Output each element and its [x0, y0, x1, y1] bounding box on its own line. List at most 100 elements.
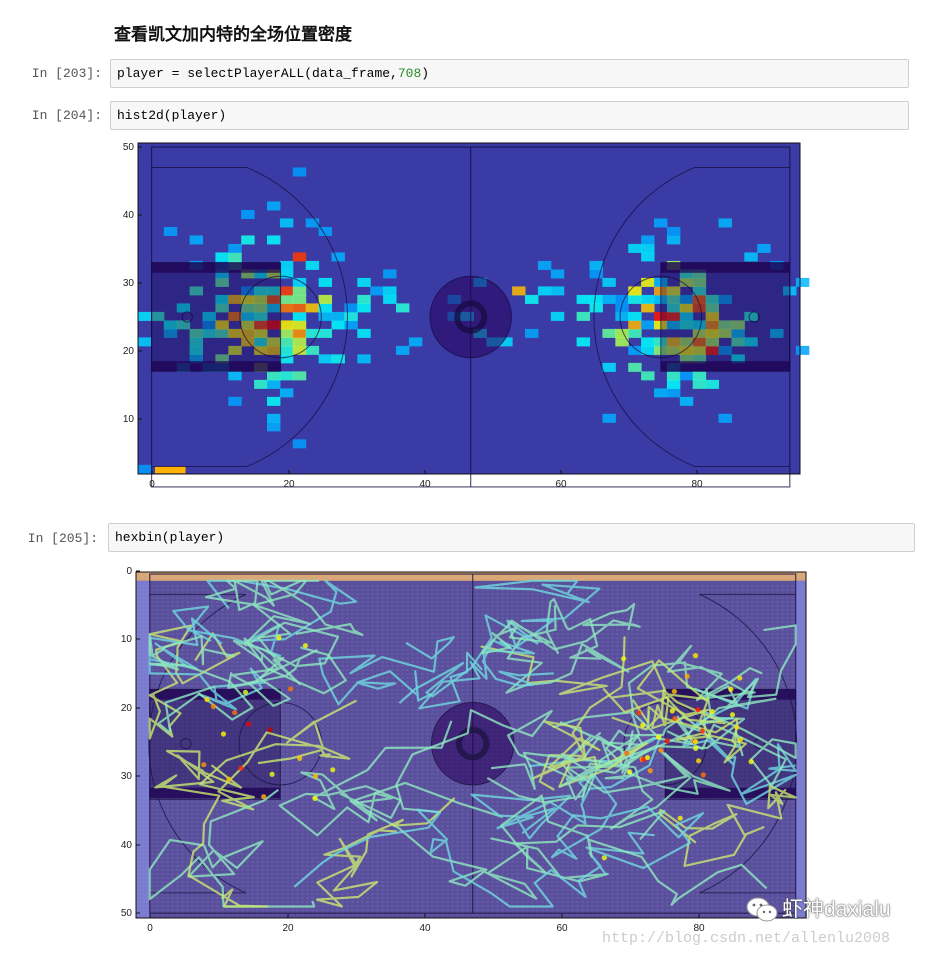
trajectory-path — [349, 781, 609, 900]
hist-bin — [589, 303, 603, 313]
hex-bin — [226, 776, 232, 782]
code-cell-204[interactable]: hist2d(player) — [110, 101, 909, 130]
hist-bin — [718, 328, 732, 338]
hist-bin — [692, 303, 707, 313]
hist-bin — [241, 209, 255, 219]
hist-bin — [254, 328, 268, 338]
hist-bin — [692, 337, 707, 347]
hist-bin — [279, 388, 294, 398]
hist-bin — [138, 464, 152, 474]
hist-bin — [215, 320, 229, 330]
hist-bin — [215, 269, 229, 279]
hist-bin — [344, 311, 358, 321]
hist-bin — [318, 303, 333, 313]
hex-bin — [748, 759, 754, 765]
hist-bin — [370, 286, 384, 296]
hex-bin — [220, 731, 227, 737]
trajectory-path — [480, 645, 710, 730]
hist-bin — [267, 379, 281, 389]
hist-bin — [267, 422, 281, 432]
hist-bin — [228, 371, 242, 381]
hist-bin — [279, 320, 294, 330]
hist-bin — [267, 201, 281, 211]
hist-bin — [241, 269, 255, 279]
y-tick-label: 20 — [123, 346, 135, 357]
hist-bin — [576, 311, 591, 321]
hist-bin — [292, 439, 307, 449]
key-lane — [660, 262, 791, 372]
hex-bin — [297, 755, 303, 761]
hist-bin — [770, 328, 784, 338]
hist-bin — [718, 320, 732, 330]
hex-bin — [700, 772, 706, 778]
hist-bin — [228, 252, 242, 262]
hist-bin — [666, 311, 681, 321]
hist-bin — [731, 328, 745, 338]
hist-bin — [731, 320, 745, 330]
hist-bin — [138, 337, 152, 347]
hist-bin — [279, 345, 294, 355]
hist-bin — [292, 337, 307, 347]
hist-bin — [202, 328, 216, 338]
trajectory-path — [418, 639, 554, 710]
lane-band — [149, 787, 281, 799]
y-tick-label: 10 — [121, 634, 133, 645]
hex-bin — [684, 673, 690, 679]
hist-bin — [150, 311, 165, 321]
code-text: hexbin(player) — [115, 530, 225, 545]
hist-bin — [602, 277, 616, 287]
hex-bin — [737, 736, 744, 742]
code-text: player = selectPlayerALL(data_frame, — [117, 66, 398, 81]
hist-bin — [666, 337, 681, 347]
hist-bin — [176, 303, 191, 313]
hist-bin — [163, 320, 178, 330]
hist-bin — [318, 277, 333, 287]
x-tick-label: 20 — [282, 923, 294, 934]
hist-bin — [718, 413, 732, 423]
y-tick-label: 50 — [121, 908, 133, 919]
hist-bin — [383, 269, 397, 279]
code-number: 708 — [397, 66, 422, 81]
hist-bin — [744, 337, 758, 347]
hist-bin — [718, 218, 732, 228]
hist-bin — [279, 371, 294, 381]
hist-bin — [267, 345, 281, 355]
hex-bin — [238, 765, 244, 771]
hex-bin — [210, 703, 217, 710]
trajectory-path — [198, 699, 357, 811]
hist-bin — [615, 337, 629, 347]
hist-bin — [705, 303, 720, 313]
hist-bin — [679, 269, 694, 279]
center-circle — [430, 701, 515, 786]
hist-bin — [744, 311, 758, 321]
hist-bin — [267, 371, 281, 381]
hist-bin — [641, 345, 655, 355]
x-tick-label: 60 — [556, 923, 568, 934]
x-tick-label: 80 — [693, 923, 705, 934]
hex-bin — [640, 756, 647, 763]
hist-bin — [292, 303, 307, 313]
hist-bin — [267, 303, 281, 313]
x-tick-label: 40 — [419, 479, 431, 490]
hist-bin — [241, 303, 255, 313]
code-cell-203[interactable]: player = selectPlayerALL(data_frame,708) — [110, 59, 909, 88]
axes-frame — [137, 142, 801, 475]
basket — [748, 311, 760, 323]
hex-bin — [729, 712, 736, 718]
hist-bin — [154, 466, 186, 474]
hex-bin — [728, 686, 734, 692]
hist-bin — [292, 277, 307, 287]
hist-bin — [731, 354, 745, 364]
hist-bin — [705, 345, 720, 355]
hist-bin — [254, 286, 268, 296]
hist-bin — [628, 320, 642, 330]
trajectory-path — [480, 602, 641, 655]
code-cell-205[interactable]: hexbin(player) — [108, 523, 915, 552]
hist-bin — [163, 328, 178, 338]
code-text-end: ) — [421, 66, 430, 81]
hex-bin — [699, 728, 705, 734]
hist-bin — [628, 328, 642, 338]
hist-bin — [228, 311, 242, 321]
x-tick-label: 60 — [555, 479, 567, 490]
